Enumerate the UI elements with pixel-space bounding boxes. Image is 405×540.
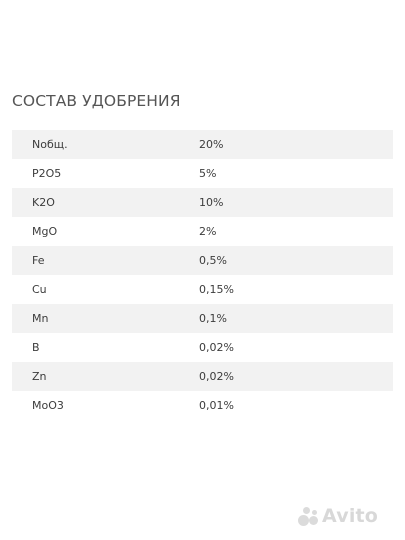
- element-name: MgO: [32, 225, 58, 238]
- element-value: 0,02%: [199, 341, 234, 354]
- watermark-text: Avito: [322, 505, 379, 527]
- element-name: Zn: [32, 370, 47, 383]
- element-name: K2O: [32, 196, 55, 209]
- table-row: Nобщ. 20%: [12, 130, 393, 159]
- element-value: 0,1%: [199, 312, 227, 325]
- table-row: P2O5 5%: [12, 159, 393, 188]
- element-name: MoO3: [32, 399, 64, 412]
- element-name: Nобщ.: [32, 138, 68, 151]
- table-row: Mn 0,1%: [12, 304, 393, 333]
- element-value: 0,02%: [199, 370, 234, 383]
- table-row: B 0,02%: [12, 333, 393, 362]
- table-row: MgO 2%: [12, 217, 393, 246]
- element-name: B: [32, 341, 40, 354]
- avito-watermark: Avito: [297, 502, 378, 530]
- element-value: 0,01%: [199, 399, 234, 412]
- element-value: 20%: [199, 138, 224, 151]
- element-value: 5%: [199, 167, 217, 180]
- table-row: Cu 0,15%: [12, 275, 393, 304]
- element-name: P2O5: [32, 167, 62, 180]
- table-row: MoO3 0,01%: [12, 391, 393, 420]
- element-value: 0,5%: [199, 254, 227, 267]
- element-name: Mn: [32, 312, 49, 325]
- element-name: Fe: [32, 254, 45, 267]
- element-name: Cu: [32, 283, 47, 296]
- table-row: Fe 0,5%: [12, 246, 393, 275]
- section-title: СОСТАВ УДОБРЕНИЯ: [12, 92, 181, 110]
- element-value: 10%: [199, 196, 224, 209]
- element-value: 2%: [199, 225, 217, 238]
- element-value: 0,15%: [199, 283, 234, 296]
- avito-logo-icon: [297, 505, 319, 527]
- table-row: Zn 0,02%: [12, 362, 393, 391]
- table-row: K2O 10%: [12, 188, 393, 217]
- composition-table: Nобщ. 20% P2O5 5% K2O 10% MgO 2% Fe 0,5%…: [12, 130, 393, 420]
